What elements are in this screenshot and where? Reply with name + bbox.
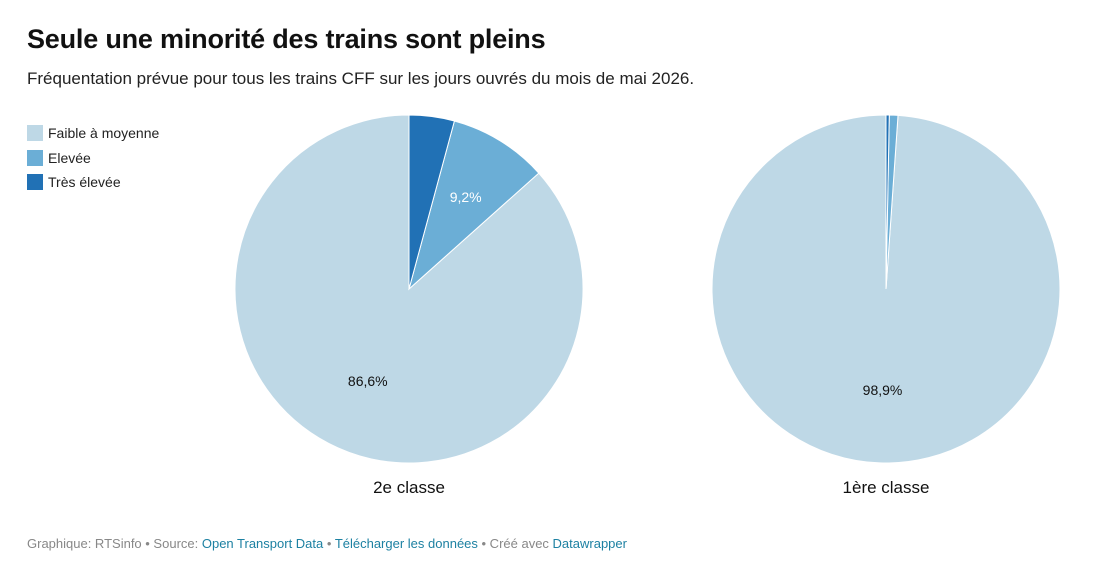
footer-created-with: • Créé avec	[477, 536, 553, 551]
chart-subtitle: Fréquentation prévue pour tous les train…	[27, 69, 695, 88]
chart-title: Seule une minorité des trains sont plein…	[27, 24, 546, 54]
footer: Graphique: RTSinfo • Source: Open Transp…	[27, 536, 627, 551]
pie-1-slice-high	[408, 120, 540, 291]
footer-separator: •	[323, 536, 335, 551]
legend: Faible à moyenne Elevée Très élevée	[27, 121, 159, 195]
legend-label-very-high: Très élevée	[48, 174, 121, 191]
pie-2-label-low: 98,9%	[863, 382, 903, 398]
legend-label-high: Elevée	[48, 149, 91, 166]
legend-item-high: Elevée	[27, 146, 159, 171]
pie-1-name: 2e classe	[373, 478, 445, 497]
pie-2-slice-very-high	[885, 114, 890, 290]
download-data-link[interactable]: Télécharger les données	[334, 536, 478, 551]
legend-swatch-very-high	[27, 174, 43, 191]
pie-2-name: 1ère classe	[843, 478, 930, 497]
datawrapper-link[interactable]: Datawrapper	[552, 536, 627, 551]
legend-label-low: Faible à moyenne	[48, 125, 160, 142]
pie-2: 98,9% 1ère classe	[711, 114, 1061, 497]
legend-item-very-high: Très élevée	[27, 170, 159, 195]
legend-swatch-low	[27, 125, 43, 142]
footer-credit: Graphique: RTSinfo • Source:	[27, 536, 202, 551]
pie-1-label-high: 9,2%	[450, 189, 482, 205]
source-link[interactable]: Open Transport Data	[201, 536, 324, 551]
legend-swatch-high	[27, 149, 43, 166]
pie-1-slice-very-high	[408, 114, 455, 290]
pie-1-label-low: 86,6%	[348, 373, 388, 389]
pie-1: 86,6% 9,2% 2e classe	[234, 114, 584, 497]
legend-item-low: Faible à moyenne	[27, 121, 159, 146]
